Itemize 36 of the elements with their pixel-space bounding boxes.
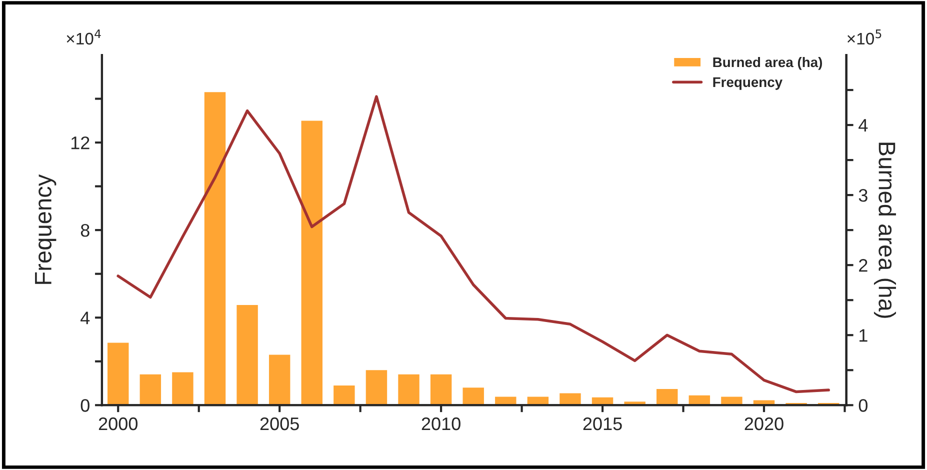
y-tick-label: 0	[80, 399, 90, 412]
x-tick-label: 2010	[422, 417, 460, 430]
x-tick-label: 2015	[583, 417, 622, 430]
y2-axis-title: Burned area (ha)	[874, 142, 896, 318]
bar	[203, 90, 227, 406]
line-series	[116, 95, 830, 394]
bar	[655, 388, 680, 406]
y2-tick-label: 0	[858, 399, 868, 412]
y2-tick-label: 1	[860, 329, 868, 342]
bar	[396, 372, 421, 406]
bar	[558, 392, 582, 406]
bar	[170, 370, 195, 406]
x-tick-label: 2005	[260, 417, 299, 430]
y-axis-title: Frequency	[35, 174, 56, 284]
text: ×10$^{5}$	[848, 30, 882, 45]
y-tick-label: 8	[80, 224, 90, 237]
y2-tick-label: 4	[858, 119, 868, 132]
y-tick-label: 12	[71, 136, 90, 150]
x-tick-label: 2020	[744, 417, 784, 430]
bar	[364, 368, 388, 406]
bar	[138, 372, 162, 406]
y-tick-label: 4	[80, 312, 90, 324]
bar	[106, 341, 130, 406]
bar	[300, 119, 324, 406]
bar	[235, 304, 260, 406]
legend-label: Frequency	[713, 77, 782, 90]
bar	[461, 386, 486, 406]
bar	[429, 372, 454, 406]
legend-label: Burned area (ha)	[713, 56, 822, 70]
y2-tick-label: 3	[858, 188, 868, 202]
y2-tick-label: 2	[859, 259, 868, 272]
bar	[332, 384, 356, 406]
text: ×10$^{4}$	[66, 30, 101, 45]
bar	[687, 394, 712, 406]
bar	[268, 353, 292, 406]
x-tick-label: 2000	[98, 417, 138, 430]
